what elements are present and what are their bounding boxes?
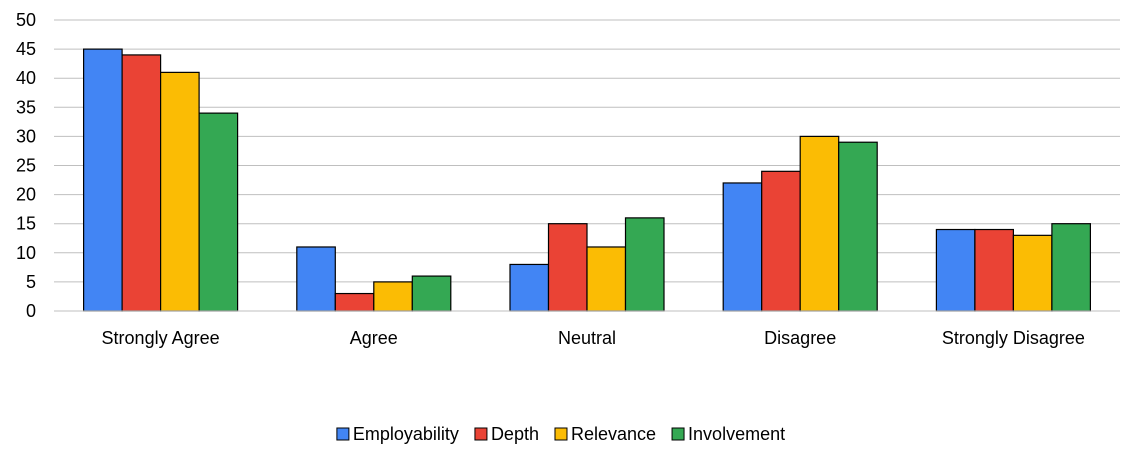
bar bbox=[722, 182, 763, 312]
category-label: Agree bbox=[350, 328, 398, 348]
bar bbox=[586, 246, 627, 312]
bar bbox=[296, 246, 336, 312]
bar bbox=[373, 281, 413, 312]
bar bbox=[624, 217, 665, 312]
bar bbox=[1012, 234, 1053, 312]
legend-label: Relevance bbox=[571, 424, 656, 444]
legend: Employability Depth Relevance Involvement bbox=[336, 424, 785, 444]
y-tick-label: 25 bbox=[16, 156, 36, 176]
y-tick-label: 40 bbox=[16, 68, 36, 88]
category-label: Neutral bbox=[558, 328, 616, 348]
y-tick-label: 0 bbox=[26, 301, 36, 321]
legend-swatch bbox=[336, 427, 350, 441]
bars bbox=[82, 48, 1092, 312]
legend-swatch bbox=[474, 427, 488, 441]
bar bbox=[411, 275, 452, 312]
y-tick-label: 30 bbox=[16, 126, 36, 146]
bar bbox=[121, 54, 162, 312]
y-tick-label: 15 bbox=[16, 214, 36, 234]
legend-item: Relevance bbox=[554, 424, 656, 444]
bar bbox=[761, 170, 801, 312]
legend-item: Employability bbox=[336, 424, 459, 444]
bar bbox=[160, 71, 200, 312]
y-tick-label: 5 bbox=[26, 272, 36, 292]
legend-item: Involvement bbox=[671, 424, 785, 444]
bar bbox=[82, 48, 123, 312]
category-label: Strongly Agree bbox=[102, 328, 220, 348]
y-tick-label: 10 bbox=[16, 243, 36, 263]
legend-label: Involvement bbox=[688, 424, 785, 444]
bar bbox=[509, 263, 550, 312]
bar bbox=[334, 292, 375, 312]
legend-item: Depth bbox=[474, 424, 539, 444]
bar bbox=[547, 223, 588, 312]
y-axis-ticks: 0 5 10 15 20 25 30 35 40 45 50 bbox=[16, 10, 36, 321]
bar bbox=[935, 228, 976, 312]
category-label: Strongly Disagree bbox=[942, 328, 1085, 348]
y-tick-label: 35 bbox=[16, 97, 36, 117]
legend-swatch bbox=[554, 427, 568, 441]
y-tick-label: 45 bbox=[16, 39, 36, 59]
legend-swatch bbox=[671, 427, 685, 441]
category-label: Disagree bbox=[764, 328, 836, 348]
bar bbox=[1051, 223, 1092, 312]
y-tick-label: 20 bbox=[16, 185, 36, 205]
legend-label: Employability bbox=[353, 424, 459, 444]
bar bbox=[799, 135, 840, 312]
bar bbox=[198, 112, 239, 312]
category-labels: Strongly Agree Agree Neutral Disagree Strong… bbox=[102, 328, 1085, 348]
y-tick-label: 50 bbox=[16, 10, 36, 30]
bar bbox=[838, 141, 878, 312]
legend-label: Depth bbox=[491, 424, 539, 444]
bar bbox=[974, 228, 1015, 312]
